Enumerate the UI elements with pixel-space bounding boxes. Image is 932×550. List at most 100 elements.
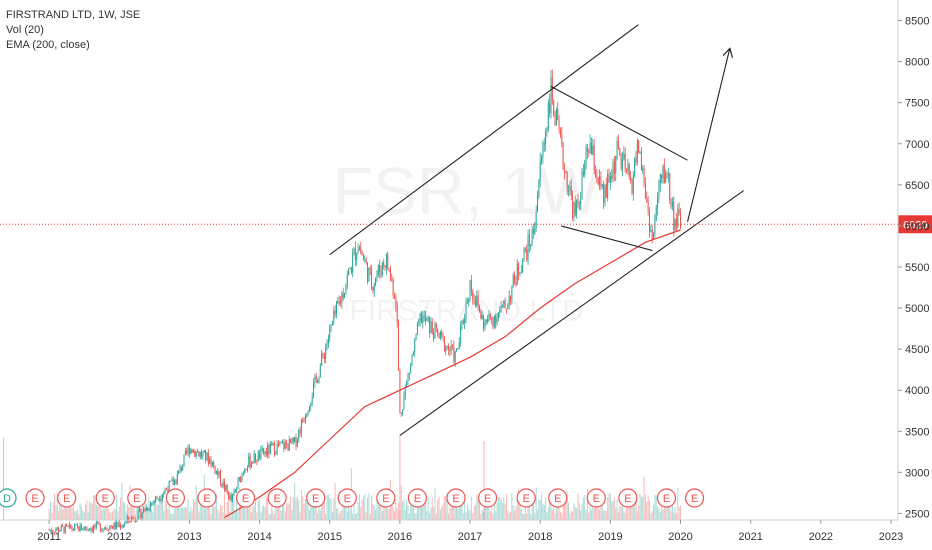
volume-bar — [291, 509, 293, 520]
time-axis[interactable]: 2011 2012 2013 2014 2015 2016 2017 2018 2019 2020… — [0, 519, 903, 543]
volume-bar — [545, 497, 547, 520]
earnings-badge[interactable] — [586, 488, 606, 508]
volume-bar — [130, 504, 132, 520]
candle-body — [477, 295, 479, 305]
volume-bar — [86, 500, 88, 520]
dividend-badge[interactable] — [0, 488, 17, 508]
candle-body — [184, 450, 186, 455]
candle-body — [460, 324, 462, 343]
candle-body — [59, 530, 61, 532]
volume-bar — [308, 510, 310, 520]
trendline[interactable] — [550, 85, 688, 161]
candle-body — [229, 494, 231, 500]
candle-body — [406, 380, 408, 388]
earnings-badge[interactable] — [548, 488, 568, 508]
earnings-badge[interactable] — [656, 488, 677, 508]
earnings-badge[interactable] — [306, 488, 326, 508]
trendline[interactable] — [399, 190, 744, 436]
candle-body — [462, 320, 464, 324]
earnings-badge[interactable] — [235, 488, 256, 508]
candle-body — [323, 355, 325, 359]
candle-body — [574, 202, 576, 216]
volume-bar — [453, 498, 455, 520]
volume-bar — [604, 511, 606, 520]
candle-body — [75, 524, 77, 526]
volume-bar — [592, 499, 594, 520]
volume-bar — [551, 510, 553, 520]
candle-body — [54, 532, 56, 533]
volume-bar — [241, 497, 243, 520]
trendline-drawings[interactable] — [329, 24, 744, 436]
earnings-badge[interactable] — [618, 488, 638, 508]
candle-body — [221, 484, 223, 487]
time-tick-label: 2023 — [879, 531, 903, 543]
earnings-badge[interactable] — [446, 488, 466, 508]
volume-bar — [538, 499, 540, 520]
volume-bar — [294, 482, 296, 520]
earnings-badge[interactable] — [267, 488, 287, 508]
earnings-badge[interactable] — [165, 488, 185, 508]
price-tick-label: 8000 — [905, 57, 929, 69]
candle-body — [70, 524, 72, 529]
candle-body — [345, 285, 347, 293]
candle-body — [128, 516, 130, 521]
symbol-legend[interactable]: FIRSTRAND LTD, 1W, JSE — [6, 9, 141, 21]
candle-body — [187, 447, 189, 454]
candle-body — [558, 120, 560, 130]
volume-bar — [145, 506, 147, 520]
candle-body — [431, 321, 433, 333]
candle-body — [585, 147, 587, 163]
volume-bar — [449, 507, 451, 520]
volume-bar — [399, 511, 401, 520]
price-tick-label: 5500 — [905, 262, 929, 274]
earnings-badge[interactable] — [684, 488, 705, 508]
earnings-badge[interactable] — [25, 488, 45, 508]
volume-bar — [670, 510, 672, 520]
volume-bar — [484, 507, 486, 520]
volume-bar — [437, 499, 439, 520]
volume-bar — [631, 494, 633, 520]
candle-body — [609, 176, 611, 183]
volume-bar — [237, 511, 239, 520]
earnings-badge-label: E — [63, 493, 70, 505]
volume-bar — [75, 510, 77, 520]
earnings-badge[interactable] — [376, 488, 396, 508]
trendline[interactable] — [329, 24, 639, 256]
earnings-badge[interactable] — [477, 488, 498, 508]
price-axis[interactable]: 2500 3000 3500 4000 4500 5000 5500 6000 6500 7000… — [897, 0, 929, 520]
earnings-badge[interactable] — [127, 488, 147, 508]
earnings-badge[interactable] — [516, 488, 536, 508]
candle-body — [667, 173, 669, 175]
projection-arrow[interactable] — [686, 49, 730, 222]
candle-body — [437, 328, 439, 334]
candle-body — [302, 419, 304, 422]
trendline[interactable] — [561, 225, 653, 252]
earnings-badge-label: E — [624, 493, 631, 505]
earnings-badge[interactable] — [57, 488, 77, 508]
volume-bar — [616, 498, 618, 520]
earnings-badge[interactable] — [197, 488, 217, 508]
volume-bar — [516, 498, 518, 520]
volume-bar — [120, 497, 122, 520]
volume-bar — [163, 510, 165, 520]
volume-bar — [458, 502, 460, 520]
earnings-badge[interactable] — [337, 488, 357, 508]
candle-body — [643, 168, 645, 184]
ema-legend[interactable]: EMA (200, close) — [6, 39, 90, 51]
volume-bar — [601, 503, 603, 520]
volume-bar — [48, 509, 50, 520]
volume-legend[interactable]: Vol (20) — [6, 24, 44, 36]
volume-bar — [311, 497, 313, 520]
candle-body — [376, 274, 378, 279]
candle-body — [465, 301, 467, 318]
volume-bar — [317, 513, 319, 520]
candle-body — [161, 494, 163, 499]
earnings-badge[interactable] — [407, 488, 428, 508]
candle-body — [153, 501, 155, 503]
earnings-badge[interactable] — [95, 488, 115, 508]
volume-bar — [174, 508, 176, 520]
volume-bar — [49, 501, 51, 520]
price-tick-label: 6000 — [905, 221, 929, 233]
